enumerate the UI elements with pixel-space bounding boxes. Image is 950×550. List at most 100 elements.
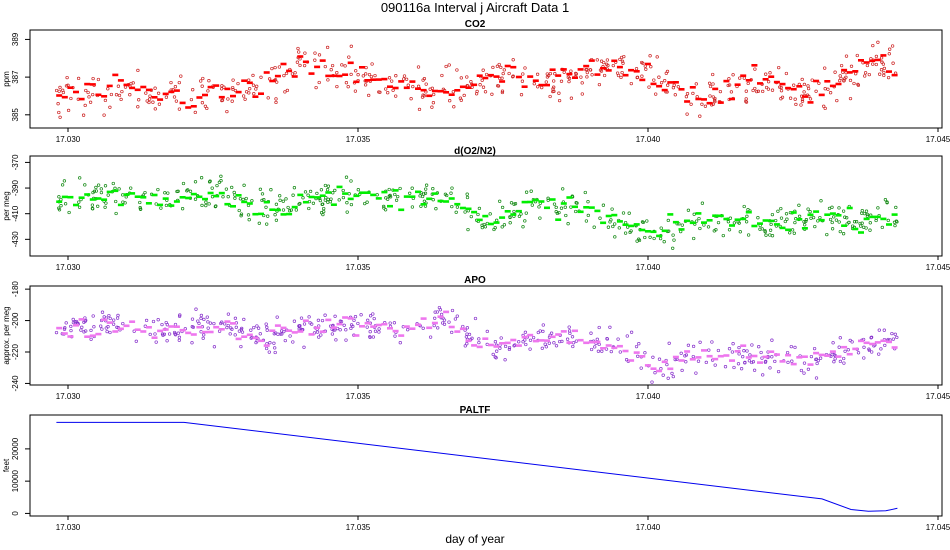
raw-point [224,187,229,191]
raw-point [517,214,522,218]
raw-point [280,329,284,333]
raw-point [748,353,752,357]
raw-point [394,74,398,78]
raw-point [390,79,394,83]
raw-point [785,350,790,355]
raw-point [383,208,388,212]
raw-point [552,202,557,206]
raw-point [273,346,277,350]
raw-point [480,223,484,227]
raw-point [838,229,842,234]
raw-point [784,71,789,76]
panel-title: CO2 [465,19,486,30]
raw-point [368,314,373,318]
raw-point [258,332,262,336]
raw-point [433,316,437,320]
raw-point [199,176,204,180]
raw-point [602,73,607,78]
raw-point [871,62,875,66]
raw-point [285,88,290,93]
raw-point [108,105,112,109]
raw-point [684,95,689,99]
raw-point [266,214,270,218]
raw-point [524,342,528,347]
raw-point [828,217,833,222]
raw-point [837,220,841,224]
raw-point [544,345,548,349]
raw-point [260,198,264,203]
raw-point [144,318,149,323]
raw-point [475,89,479,94]
raw-point [382,206,386,210]
raw-point [574,339,579,343]
raw-point [686,343,691,347]
raw-point [618,57,622,62]
raw-point [806,207,810,211]
raw-point [278,194,282,198]
raw-point [416,65,421,69]
raw-point [260,192,265,196]
raw-point [255,324,259,328]
raw-point [779,85,783,90]
raw-point [273,350,277,355]
raw-point [247,218,251,222]
raw-point [273,213,277,217]
raw-point [890,44,895,48]
raw-point [215,183,219,188]
raw-point [880,225,884,230]
raw-point [287,209,292,213]
raw-point [424,183,429,187]
raw-point [523,66,527,70]
raw-point [595,337,599,341]
raw-point [91,92,95,97]
raw-point [512,344,516,348]
raw-point [391,88,395,92]
raw-point [673,357,677,362]
raw-point [246,213,251,217]
raw-point [91,76,95,81]
raw-point [434,207,438,211]
raw-point [498,76,502,81]
raw-point [119,97,123,102]
raw-point [639,366,643,370]
raw-point [743,361,747,365]
raw-point [864,226,868,230]
raw-point [596,349,601,353]
raw-point [57,110,61,115]
raw-point [314,85,318,90]
raw-point [832,215,836,219]
raw-point [653,371,657,375]
raw-point [292,319,297,323]
raw-point [219,321,223,326]
raw-point [640,74,644,78]
raw-point [675,357,679,362]
raw-point [818,215,822,220]
raw-point [727,347,732,351]
raw-point [319,188,324,192]
raw-point [605,337,609,341]
raw-point [83,183,87,187]
raw-point [231,85,235,90]
raw-point [623,231,628,235]
raw-point [610,207,614,211]
raw-point [274,97,278,101]
raw-point [541,329,545,334]
raw-point [483,225,488,229]
raw-point [685,112,689,116]
raw-point [634,67,639,71]
raw-point [439,312,444,317]
raw-point [157,102,162,106]
raw-point [507,71,511,76]
raw-point [524,211,528,215]
raw-point [242,317,246,322]
raw-point [703,104,708,108]
x-tick-label: 17.030 [56,392,81,401]
raw-point [392,321,397,325]
raw-point [659,367,663,371]
raw-point [153,332,157,336]
raw-point [659,226,663,230]
raw-point [277,65,282,69]
y-tick-label: 389 [11,32,20,46]
raw-point [219,87,224,91]
raw-point [546,74,551,78]
